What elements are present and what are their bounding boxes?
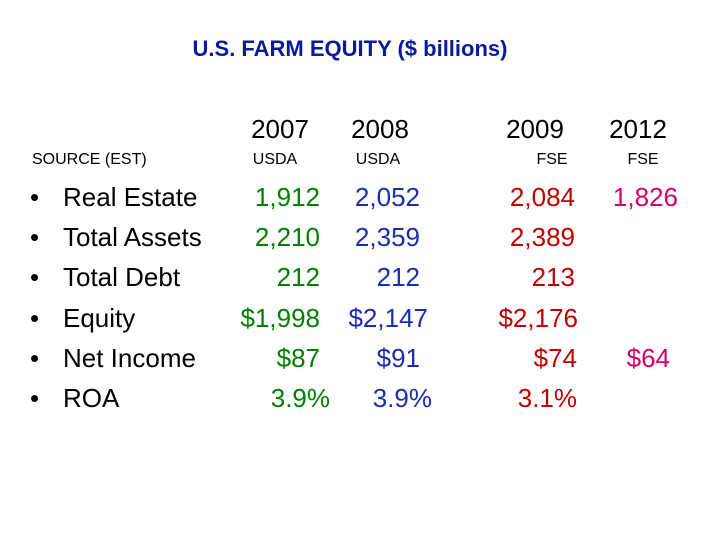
row-label-net-income: Net Income [63,343,196,373]
bullet-icon: • [30,343,40,373]
row-label-real-estate: Real Estate [63,182,198,212]
value-real-estate-2012: 1,826 [612,182,678,212]
value-net-income-2007: $87 [276,343,320,373]
value-equity-2009: $2,176 [498,303,578,333]
year-2008: 2008 [351,114,409,144]
value-net-income-2008: $91 [376,343,420,373]
source-2012: FSE [627,151,659,168]
value-net-income-2009: $74 [533,343,577,373]
value-total-debt-2009: 213 [531,262,575,292]
value-total-assets-2007: 2,210 [254,222,320,252]
year-2012: 2012 [609,114,667,144]
value-equity-2008: $2,147 [348,303,428,333]
source-2008: USDA [355,151,401,168]
bullet-icon: • [30,262,40,292]
source-2007: USDA [252,151,298,168]
page-title: U.S. FARM EQUITY ($ billions) [192,36,508,61]
year-2009: 2009 [506,114,564,144]
value-real-estate-2007: 1,912 [254,182,320,212]
value-roa-2008: 3.9% [372,383,432,413]
row-label-total-debt: Total Debt [63,262,181,292]
bullet-icon: • [30,222,40,252]
source-label: SOURCE (EST) [32,151,147,168]
bullet-icon: • [30,182,40,212]
value-roa-2009: 3.1% [517,383,577,413]
value-real-estate-2009: 2,084 [509,182,575,212]
row-label-equity: Equity [63,303,136,333]
value-total-assets-2009: 2,389 [509,222,575,252]
row-label-roa: ROA [63,383,120,413]
value-total-debt-2008: 212 [376,262,420,292]
bullet-icon: • [30,383,40,413]
year-2007: 2007 [251,114,309,144]
row-label-total-assets: Total Assets [63,222,202,252]
value-total-assets-2008: 2,359 [354,222,420,252]
value-roa-2007: 3.9% [270,383,330,413]
value-real-estate-2008: 2,052 [354,182,420,212]
value-net-income-2012: $64 [626,343,670,373]
value-total-debt-2007: 212 [276,262,320,292]
source-2009: FSE [536,151,568,168]
bullet-icon: • [30,303,40,333]
value-equity-2007: $1,998 [240,303,320,333]
